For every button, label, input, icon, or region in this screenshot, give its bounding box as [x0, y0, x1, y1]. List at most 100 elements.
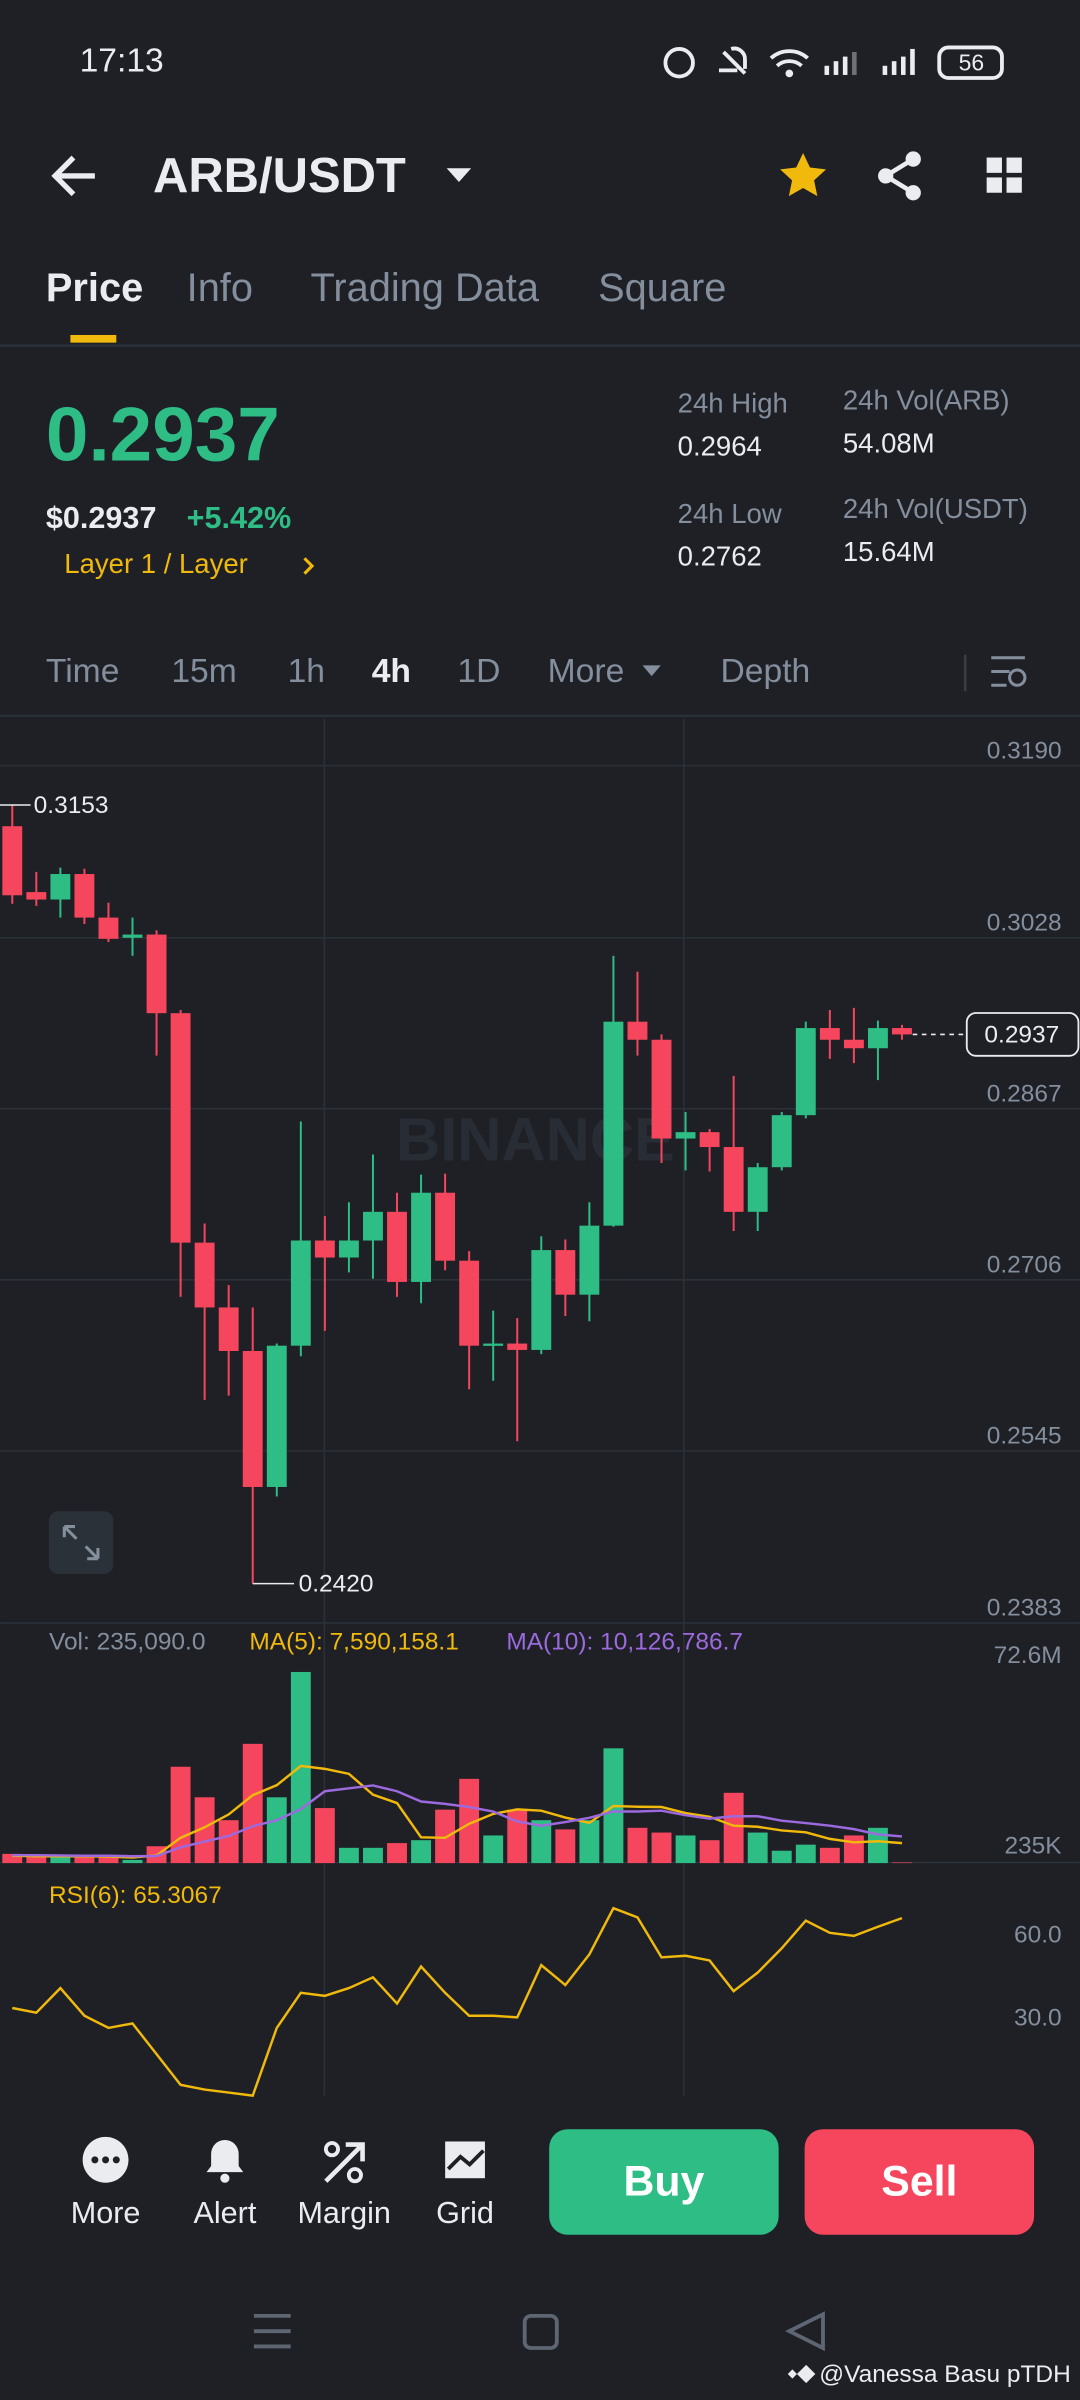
y-tick-label: 60.0: [1014, 1921, 1062, 1948]
candle-body: [74, 874, 95, 918]
tab[interactable]: Trading Data: [311, 266, 540, 310]
action-label[interactable]: Alert: [193, 2196, 256, 2230]
volume-bar: [122, 1859, 143, 1864]
sell-button[interactable]: [804, 2129, 1035, 2235]
candle-body: [699, 1132, 720, 1148]
candle-body: [867, 1028, 888, 1049]
volume-bar: [363, 1847, 383, 1864]
volume-bar: [338, 1847, 359, 1864]
candle-body: [555, 1250, 576, 1295]
buy-label[interactable]: Buy: [623, 2158, 704, 2206]
nav-bar[interactable]: [253, 2311, 825, 2352]
volume-bar: [435, 1809, 456, 1864]
candle-body: [290, 1240, 311, 1346]
back-button[interactable]: [51, 155, 95, 197]
interval[interactable]: 4h: [372, 653, 411, 690]
volume-bar: [483, 1835, 504, 1864]
candle-body: [892, 1028, 912, 1035]
candle-body: [507, 1343, 528, 1350]
volume-bar: [26, 1857, 47, 1864]
volume-bar: [266, 1797, 287, 1864]
pair-dropdown[interactable]: [446, 168, 472, 183]
candle-body: [2, 826, 23, 896]
battery-level: 56: [959, 49, 985, 75]
volume-bar: [795, 1844, 816, 1864]
y-tick-label: 235K: [1004, 1833, 1062, 1860]
stat-value: 0.2964: [678, 430, 762, 461]
last-price-box: [965, 1012, 1080, 1057]
more-dropdown[interactable]: [642, 665, 661, 677]
interval[interactable]: More: [548, 653, 625, 690]
y-tick-label: 0.3028: [987, 909, 1062, 936]
candle-body: [387, 1211, 407, 1282]
grid-menu-button[interactable]: [986, 157, 1022, 193]
status-time: 17:13: [80, 43, 164, 80]
candle-body: [795, 1028, 816, 1116]
share-button[interactable]: [878, 151, 921, 201]
signal-bars: [785, 48, 915, 78]
candle-body: [50, 874, 71, 900]
candle-body: [675, 1132, 696, 1139]
last-price: 0.2937: [46, 393, 280, 478]
volume-bar: [170, 1766, 191, 1864]
tab[interactable]: Price: [46, 266, 143, 310]
stat-label: 24h Vol(USDT): [843, 493, 1028, 524]
candle-body: [314, 1240, 335, 1258]
candle-body: [170, 1013, 191, 1243]
interval[interactable]: Depth: [720, 653, 810, 690]
candle-body: [338, 1240, 359, 1258]
candle-body: [627, 1021, 648, 1040]
candle-body: [459, 1260, 480, 1346]
candle-body: [579, 1225, 600, 1295]
candle-body: [723, 1147, 744, 1212]
candle-body: [242, 1350, 263, 1487]
watermark-logo: [787, 2364, 816, 2384]
action-label[interactable]: Grid: [436, 2196, 494, 2230]
candle-body: [531, 1250, 552, 1350]
volume-bar: [2, 1853, 23, 1864]
y-tick-label: 0.2383: [987, 1595, 1062, 1622]
watermark: BINANCE: [396, 1105, 675, 1173]
candle-body: [146, 934, 167, 1014]
volume-bar: [50, 1857, 71, 1864]
favorite-star[interactable]: [780, 152, 827, 197]
candle-body: [194, 1242, 215, 1308]
y-tick-label: 0.2706: [987, 1252, 1062, 1279]
volume-bar: [723, 1792, 744, 1864]
ma-line: [12, 1784, 903, 1858]
stat-value: 0.2762: [678, 541, 762, 572]
sector-tag[interactable]: Layer 1 / Layer: [64, 548, 248, 579]
chart-layer: 0.3190 0.3028 0.2867 0.2706 0.2545 0.2383 BINA…: [0, 737, 1080, 2097]
tab[interactable]: Info: [187, 266, 253, 310]
expand-button[interactable]: [48, 1511, 114, 1574]
price-change: +5.42%: [187, 501, 292, 535]
tab-indicator: [70, 334, 117, 343]
interval[interactable]: 1h: [288, 653, 325, 690]
volume-bar: [699, 1840, 720, 1864]
buy-button[interactable]: [549, 2129, 779, 2235]
volume-bar: [651, 1832, 672, 1864]
action-icons[interactable]: [82, 2136, 485, 2184]
action-label[interactable]: More: [71, 2196, 141, 2230]
interval[interactable]: Time: [46, 653, 120, 690]
tag-chevron[interactable]: [303, 557, 315, 575]
action-label[interactable]: Margin: [297, 2196, 390, 2230]
candle-body: [651, 1039, 672, 1139]
sell-label[interactable]: Sell: [881, 2158, 957, 2206]
candle-body: [218, 1307, 239, 1351]
usd-price: $0.2937: [46, 501, 157, 535]
volume-bar: [314, 1808, 335, 1864]
ma-line: [12, 1764, 903, 1859]
volume-bar: [459, 1778, 480, 1864]
interval[interactable]: 1D: [457, 653, 500, 690]
interval[interactable]: 15m: [171, 653, 236, 690]
tab[interactable]: Square: [598, 266, 726, 310]
status-icons: [663, 45, 1004, 80]
last-price-label: 0.2937: [984, 1021, 1059, 1048]
chart-settings[interactable]: [991, 656, 1027, 687]
volume-bar: [531, 1820, 552, 1864]
pair-title[interactable]: ARB/USDT: [153, 149, 406, 203]
candle-body: [603, 1021, 624, 1226]
